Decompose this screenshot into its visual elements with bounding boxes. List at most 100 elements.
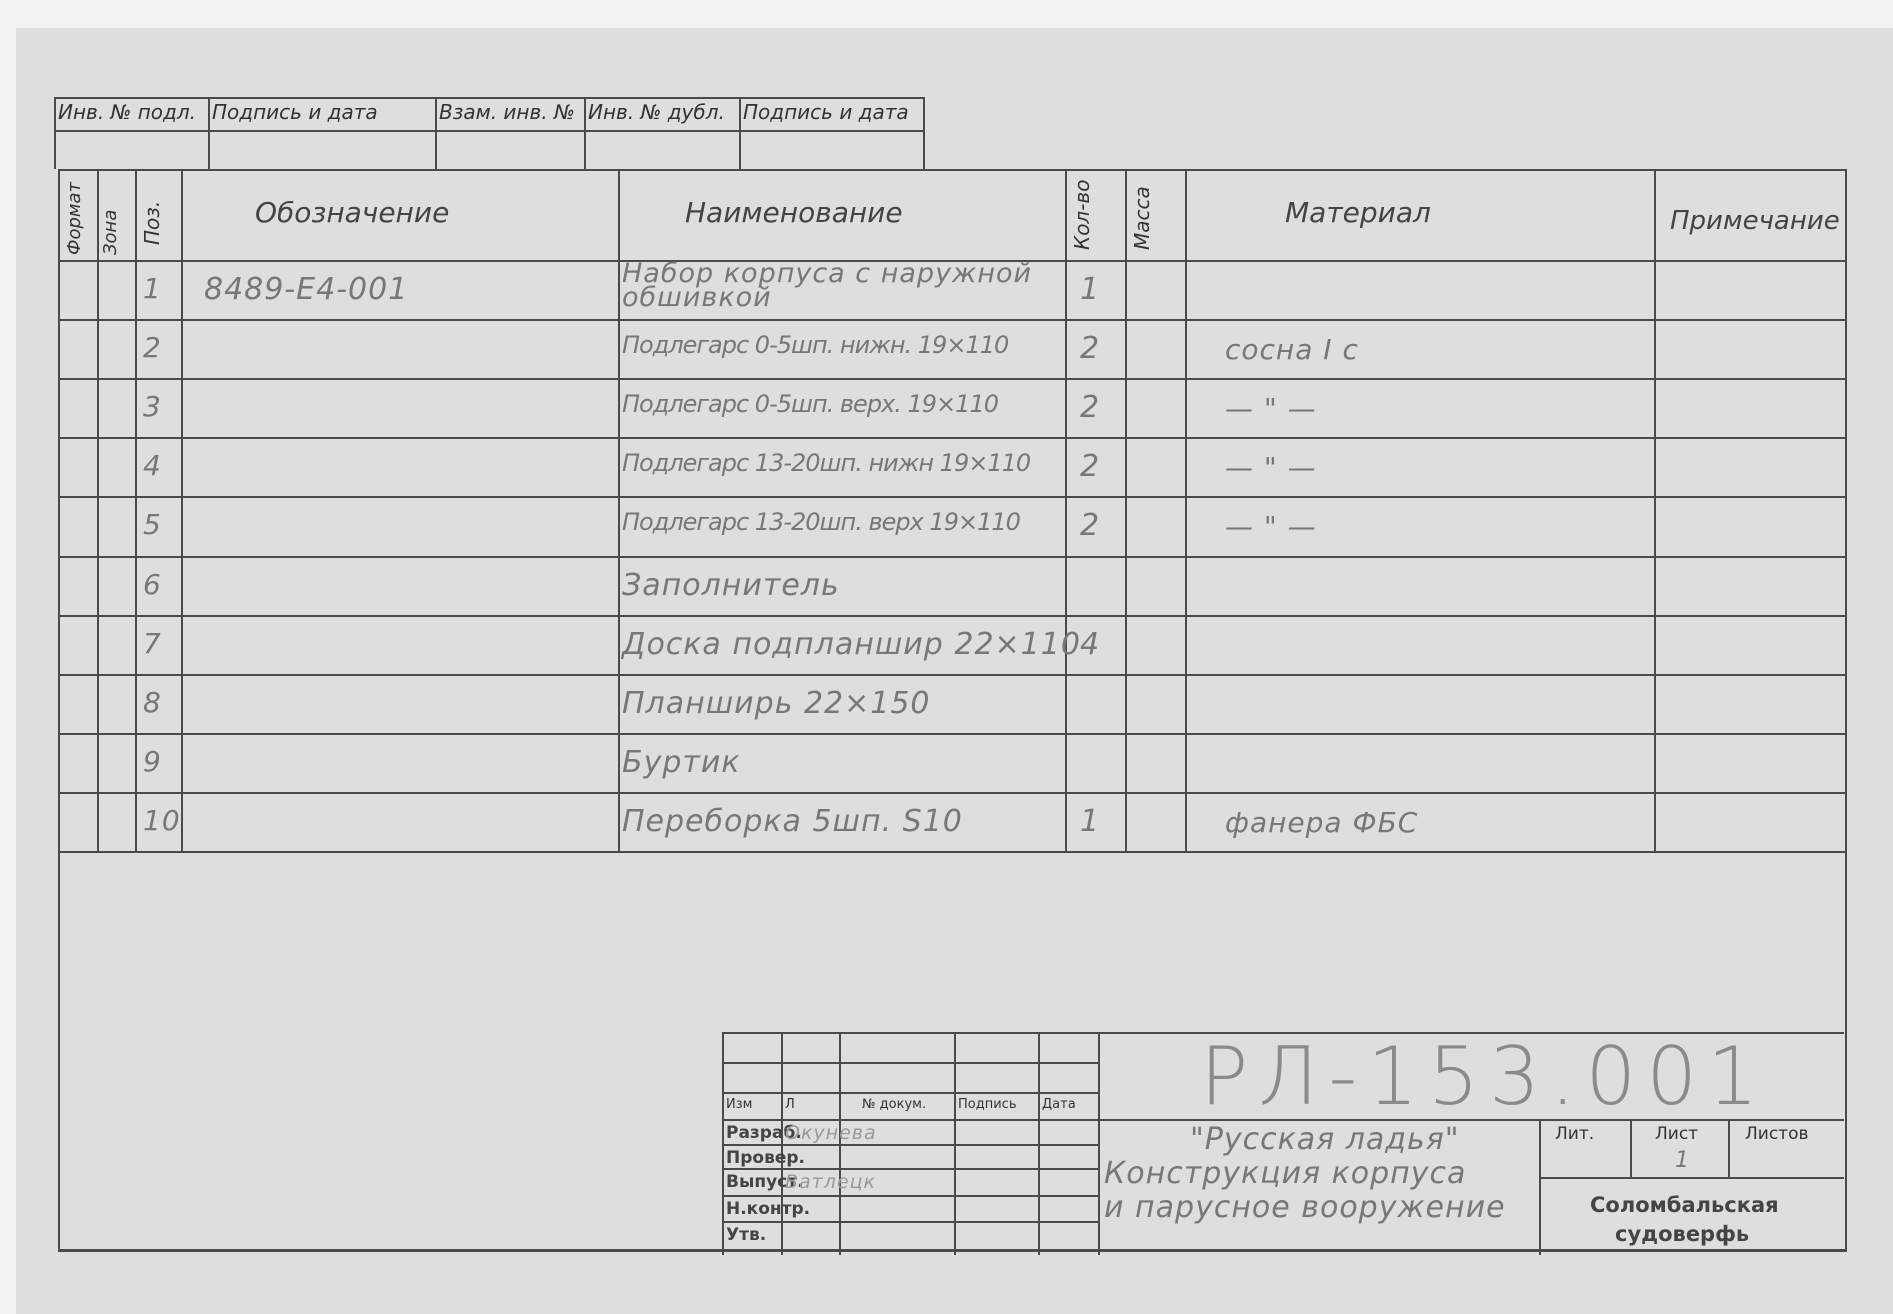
header-note: Примечание bbox=[1670, 206, 1840, 236]
title-block-divider bbox=[1098, 1032, 1100, 1255]
header-designation: Обозначение bbox=[255, 196, 450, 229]
title-line-2: Конструкция корпуса bbox=[1104, 1156, 1467, 1191]
role-label: Выпуст. bbox=[726, 1172, 804, 1192]
row-pos: 5 bbox=[143, 508, 162, 541]
frame-left bbox=[58, 169, 60, 1251]
title-block-top bbox=[722, 1032, 1844, 1034]
title-line-1: "Русская ладья" bbox=[1190, 1122, 1460, 1157]
stamp-mid-line bbox=[54, 130, 923, 132]
table-col-line bbox=[135, 169, 137, 851]
table-row-line bbox=[58, 733, 1847, 735]
code-bottom-line bbox=[1098, 1119, 1844, 1121]
row-qty: 1 bbox=[1080, 804, 1101, 839]
role-label: Провер. bbox=[726, 1148, 805, 1168]
row-pos: 8 bbox=[143, 686, 162, 719]
row-material: — " — bbox=[1225, 392, 1317, 425]
row-qty: 1 bbox=[1080, 272, 1101, 307]
stamp-col-line bbox=[435, 97, 437, 169]
table-col-line bbox=[618, 169, 620, 851]
stamp-col-line bbox=[54, 97, 56, 169]
title-col-label: Дата bbox=[1042, 1097, 1076, 1112]
header-row-line bbox=[58, 260, 1847, 262]
table-row-line bbox=[58, 496, 1847, 498]
header-zone: Зона bbox=[100, 209, 121, 255]
title-row-line bbox=[722, 1092, 1098, 1094]
row-name: Буртик bbox=[622, 745, 741, 780]
table-row-line bbox=[58, 437, 1847, 439]
table-row-line bbox=[58, 792, 1847, 794]
row-material: фанера ФБС bbox=[1225, 806, 1419, 839]
title-row-line bbox=[722, 1195, 1098, 1197]
stamp-top-line bbox=[54, 97, 923, 99]
frame-right bbox=[1845, 169, 1847, 1251]
row-material: сосна I с bbox=[1225, 333, 1359, 366]
table-row-line bbox=[58, 319, 1847, 321]
table-col-line bbox=[1185, 169, 1187, 851]
row-qty: 2 bbox=[1080, 390, 1101, 425]
table-row-line bbox=[58, 378, 1847, 380]
title-col-line bbox=[954, 1032, 956, 1255]
lit-label: Лит. bbox=[1555, 1124, 1595, 1144]
row-qty: 2 bbox=[1080, 449, 1101, 484]
stamp-col-line bbox=[739, 97, 741, 169]
stamp-col-line bbox=[584, 97, 586, 169]
stamp-header-label: Взам. инв. № bbox=[439, 100, 575, 124]
row-pos: 7 bbox=[143, 627, 162, 660]
title-row-line bbox=[722, 1144, 1098, 1146]
table-row-line bbox=[58, 851, 1847, 853]
row-material: — " — bbox=[1225, 510, 1317, 543]
header-name: Наименование bbox=[685, 196, 903, 229]
row-name: Подлегарс 0-5шп. верх. 19×110 bbox=[622, 390, 999, 418]
row-name: Планширь 22×150 bbox=[622, 686, 931, 721]
sheet-label: Лист bbox=[1655, 1124, 1699, 1144]
header-pos: Поз. bbox=[140, 200, 164, 245]
stamp-col-line bbox=[208, 97, 210, 169]
role-person: Ватлецк bbox=[785, 1171, 876, 1193]
sheet-value: 1 bbox=[1675, 1148, 1690, 1173]
title-line-3: и парусное вооружение bbox=[1104, 1190, 1506, 1225]
title-col-label: Подпись bbox=[958, 1097, 1017, 1112]
role-label: Разраб. bbox=[726, 1123, 802, 1143]
role-label: Н.контр. bbox=[726, 1199, 811, 1219]
sheets-label: Листов bbox=[1745, 1124, 1809, 1144]
row-pos: 9 bbox=[143, 745, 162, 778]
document-code: РЛ-153.001 bbox=[1200, 1030, 1769, 1123]
company-name-line1: Соломбальская bbox=[1590, 1193, 1779, 1217]
header-qty: Кол-во bbox=[1070, 179, 1094, 250]
lit-bottom-line bbox=[1539, 1177, 1844, 1179]
table-row-line bbox=[58, 615, 1847, 617]
title-block-left bbox=[722, 1032, 724, 1255]
role-person: Окунева bbox=[785, 1122, 877, 1144]
name-right-line bbox=[1539, 1119, 1541, 1255]
row-designation: 8489-Е4-001 bbox=[204, 272, 409, 307]
table-col-line bbox=[1125, 169, 1127, 851]
header-material: Материал bbox=[1285, 196, 1431, 229]
table-row-line bbox=[58, 674, 1847, 676]
title-col-line bbox=[781, 1032, 783, 1255]
header-format: Формат bbox=[64, 181, 85, 255]
row-pos: 3 bbox=[143, 390, 162, 423]
row-name: Подлегарс 13-20шп. нижн 19×110 bbox=[622, 449, 1031, 477]
title-col-label: Л bbox=[785, 1097, 795, 1112]
row-pos: 1 bbox=[143, 272, 162, 305]
row-name: Доска подпланшир 22×110 bbox=[622, 627, 1081, 662]
title-row-line bbox=[722, 1119, 1098, 1121]
row-pos: 2 bbox=[143, 331, 162, 364]
stamp-col-line bbox=[923, 97, 925, 169]
table-col-line bbox=[1065, 169, 1067, 851]
row-pos: 4 bbox=[143, 449, 162, 482]
row-name: Набор корпуса с наружной обшивкой bbox=[622, 258, 1033, 313]
row-pos: 10 bbox=[143, 804, 181, 837]
stamp-header-label: Подпись и дата bbox=[212, 100, 378, 124]
table-col-line bbox=[1654, 169, 1656, 851]
title-col-line bbox=[839, 1032, 841, 1255]
table-row-line bbox=[58, 556, 1847, 558]
table-col-line bbox=[181, 169, 183, 851]
role-label: Утв. bbox=[726, 1225, 767, 1245]
row-name: Подлегарс 0-5шп. нижн. 19×110 bbox=[622, 331, 1009, 359]
row-qty: 2 bbox=[1080, 331, 1101, 366]
frame-top bbox=[58, 169, 1847, 171]
row-qty: 4 bbox=[1080, 627, 1101, 662]
table-col-line bbox=[97, 169, 99, 851]
row-pos: 6 bbox=[143, 568, 162, 601]
